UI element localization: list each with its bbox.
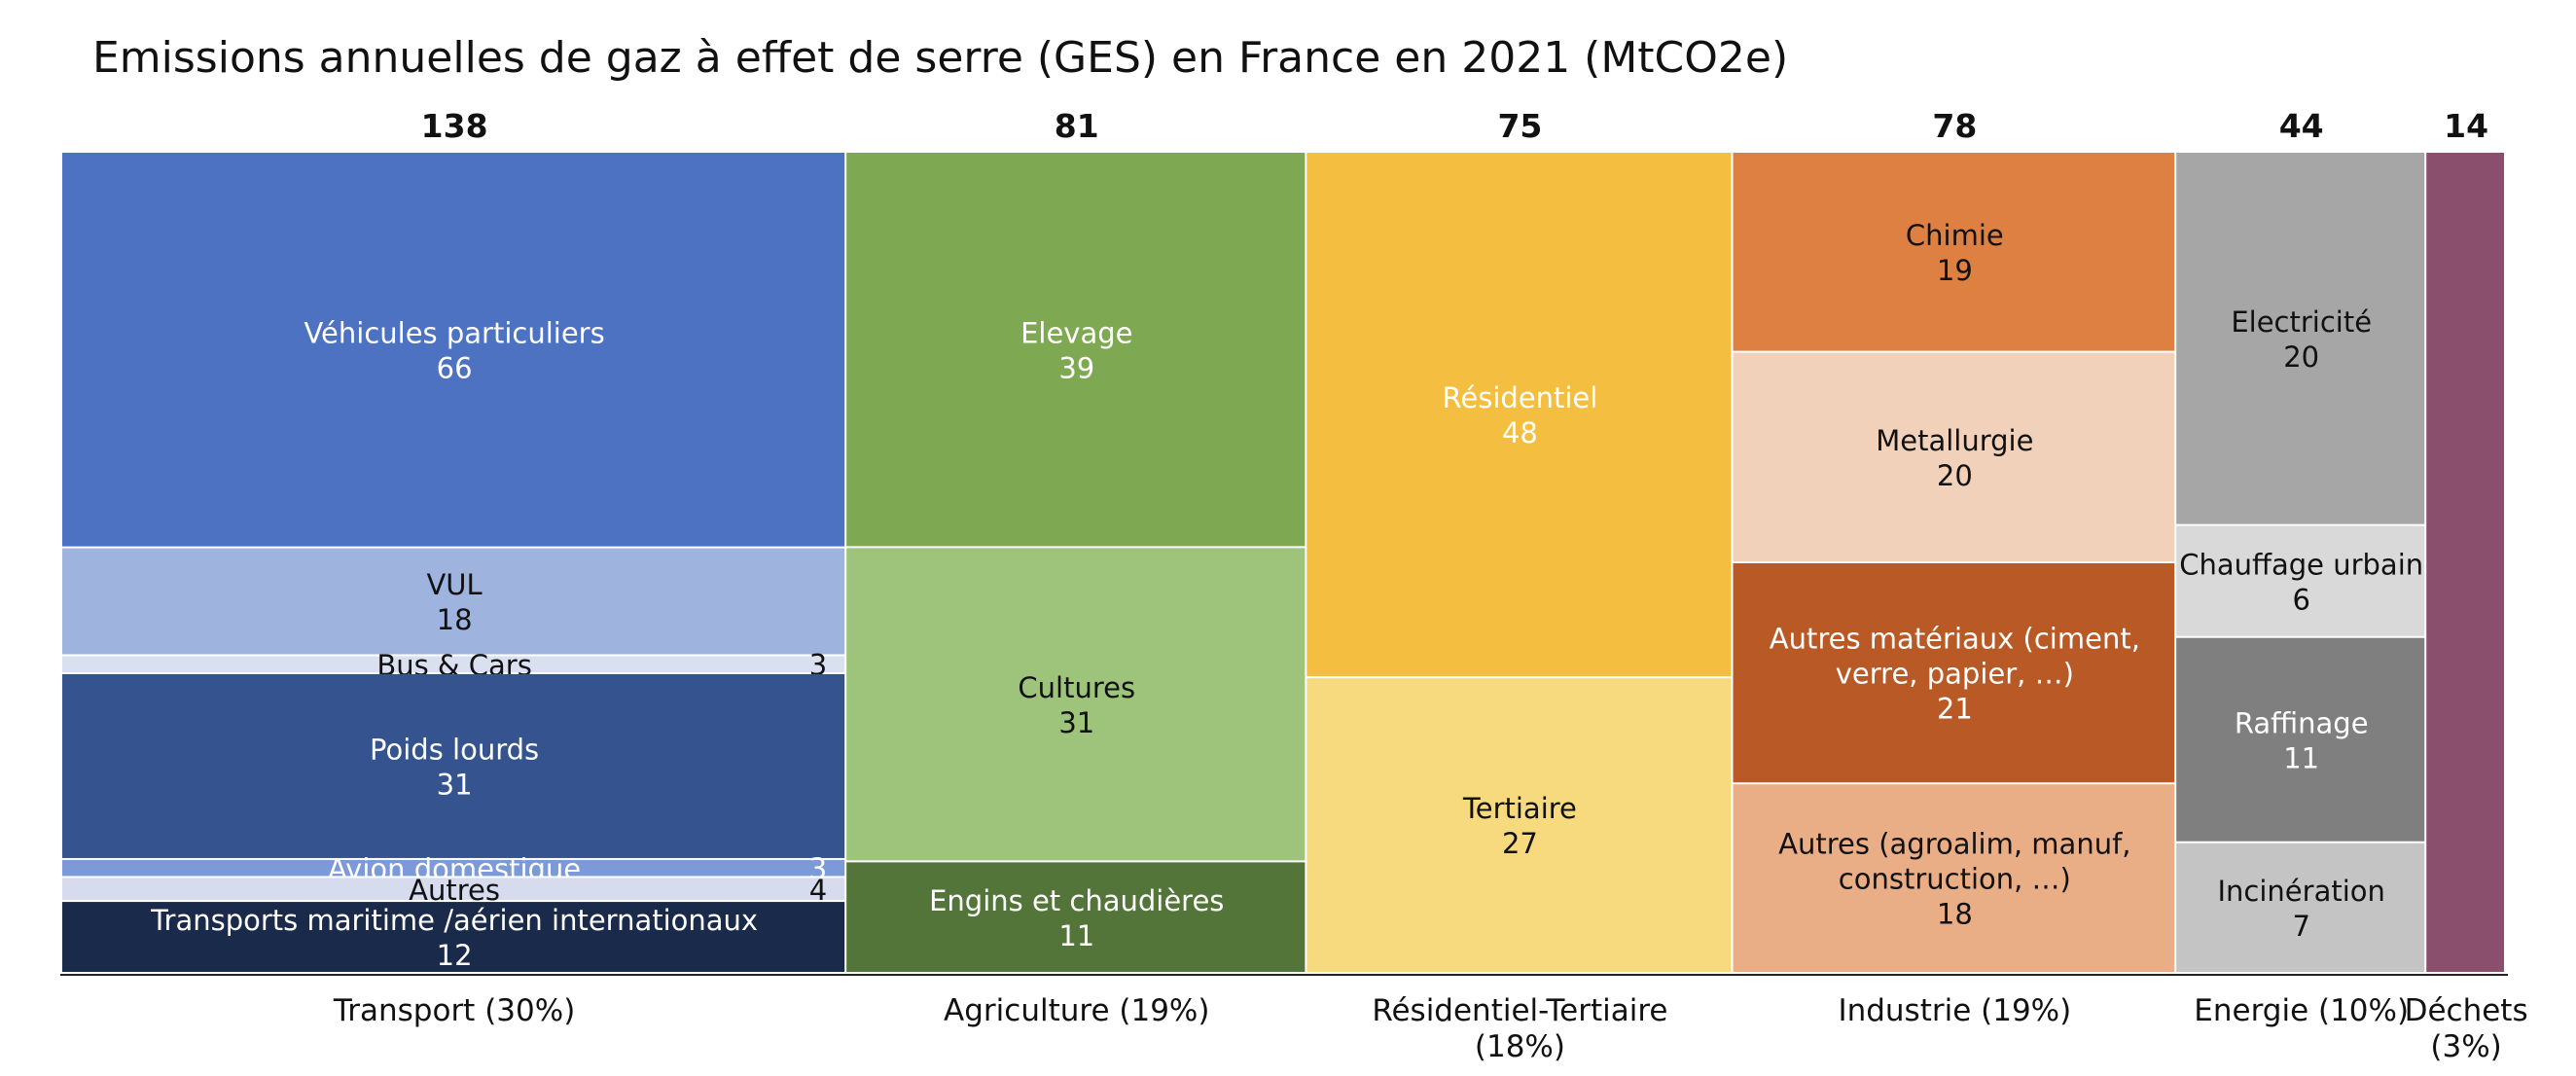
segment-rect (1733, 352, 2175, 561)
segment-vehicules-particuliers: Véhicules particuliers 66 (62, 153, 845, 547)
segment-rect (1733, 784, 2175, 972)
category-total-label: 14 (2444, 107, 2488, 145)
segment-rect (62, 656, 845, 672)
segment-label: Poids lourds 31 (370, 734, 539, 802)
segment-rect (2176, 153, 2425, 524)
segment-label: Autres matériaux (ciment, verre, papier, … (1770, 623, 2140, 726)
segment-value: 3 (809, 852, 827, 885)
segment-label: Véhicules particuliers 66 (304, 316, 604, 384)
segment-chauffage-urbain: Chauffage urbain 6 (2176, 525, 2425, 636)
segment-label: Cultures 31 (1018, 671, 1135, 739)
segment-cultures: Cultures 31 (846, 548, 1306, 861)
segment-vul: VUL 18 (62, 548, 845, 655)
category-energie-10: 44 Energie (10%) Electricité 20 Chauffage ur… (2176, 107, 2425, 1028)
segment-label: Raffinage 11 (2235, 706, 2369, 774)
segment-rect (1306, 153, 1732, 677)
segment-engins-et-chaudieres: Engins et chaudières 11 (846, 862, 1306, 972)
segment-rect (1733, 563, 2175, 783)
segment-rect (846, 862, 1306, 972)
segment-rect (1306, 678, 1732, 972)
segment-chimie: Chimie 19 (1733, 153, 2175, 351)
segment-segment (2426, 153, 2504, 972)
segment-incineration: Incinération 7 (2176, 843, 2425, 972)
segment-label: Elevage 39 (1020, 316, 1132, 384)
segment-autres-agroalim-manuf-construction: Autres (agroalim, manuf, construction, …)… (1733, 784, 2175, 972)
segment-poids-lourds: Poids lourds 31 (62, 673, 845, 858)
category-axis-label: Industrie (19%) (1838, 993, 2071, 1028)
segment-label: Engins et chaudières 11 (929, 884, 1224, 952)
segment-label: Autres (409, 874, 500, 907)
segment-label: Autres (agroalim, manuf, construction, …)… (1778, 828, 2130, 931)
segment-label: VUL 18 (426, 568, 482, 636)
segment-autres-materiaux-ciment-verre-papier: Autres matériaux (ciment, verre, papier, … (1733, 563, 2175, 783)
segment-rect (62, 153, 845, 547)
segment-rect (2176, 637, 2425, 842)
segment-rect (846, 548, 1306, 861)
segment-label: Résidentiel 48 (1443, 381, 1598, 449)
segment-autres: Autres 4 (62, 874, 845, 907)
segment-rect (62, 673, 845, 858)
category-total-label: 44 (2279, 107, 2324, 145)
segment-residentiel: Résidentiel 48 (1306, 153, 1732, 677)
segment-rect (62, 878, 845, 901)
category-industrie-19: 78 Industrie (19%) Chimie 19 Metallurgie 20 Au… (1733, 107, 2175, 1028)
category-dechets-3: 14 Déchets (3%) (2405, 107, 2528, 1064)
segment-rect (2176, 525, 2425, 636)
segment-label: Transports maritime /aérien internationa… (150, 904, 758, 972)
segment-rect (1733, 153, 2175, 351)
segment-raffinage: Raffinage 11 (2176, 637, 2425, 842)
segment-transports-maritime-aerien-internationaux: Transports maritime /aérien internationa… (62, 902, 845, 972)
segment-rect (2426, 153, 2504, 972)
segment-label: Chauffage urbain 6 (2179, 548, 2423, 616)
category-total-label: 138 (421, 107, 488, 145)
category-agriculture-19: 81 Agriculture (19%) Elevage 39 Cultures 31 En… (846, 107, 1306, 1028)
segment-value: 4 (809, 874, 827, 907)
segment-rect (2176, 843, 2425, 972)
segment-rect (62, 548, 845, 655)
category-axis-label: Energie (10%) (2194, 993, 2409, 1028)
category-total-label: 78 (1932, 107, 1977, 145)
category-transport-30: 138 Transport (30%) Véhicules particuliers… (62, 107, 845, 1028)
segment-value: 3 (809, 649, 827, 682)
segment-tertiaire: Tertiaire 27 (1306, 678, 1732, 972)
category-axis-label: Transport (30%) (333, 993, 575, 1028)
segment-elevage: Elevage 39 (846, 153, 1306, 547)
segment-electricite: Electricité 20 (2176, 153, 2425, 524)
segment-rect (62, 859, 845, 877)
segment-label: Chimie 19 (1906, 219, 2004, 287)
segment-label: Electricité 20 (2231, 305, 2372, 374)
category-axis-label: Résidentiel-Tertiaire (18%) (1372, 993, 1667, 1064)
category-axis-label: Déchets (3%) (2405, 993, 2528, 1064)
segment-rect (846, 153, 1306, 547)
category-residentiel-tertiaire-18: 75 Résidentiel-Tertiaire (18%) Résidentiel 4… (1306, 107, 1732, 1064)
category-axis-label: Agriculture (19%) (944, 993, 1209, 1028)
segment-label: Incinération 7 (2217, 875, 2384, 943)
category-total-label: 75 (1497, 107, 1542, 145)
segment-metallurgie: Metallurgie 20 (1733, 352, 2175, 561)
segment-rect (62, 902, 845, 972)
plot-area: 138 Transport (30%) Véhicules particuliers… (62, 107, 2528, 1064)
chart-title: Emissions annuelles de gaz à effet de se… (92, 33, 1788, 83)
category-total-label: 81 (1055, 107, 1099, 145)
segment-label: Metallurgie 20 (1876, 424, 2033, 492)
segment-label: Tertiaire 27 (1462, 792, 1577, 860)
